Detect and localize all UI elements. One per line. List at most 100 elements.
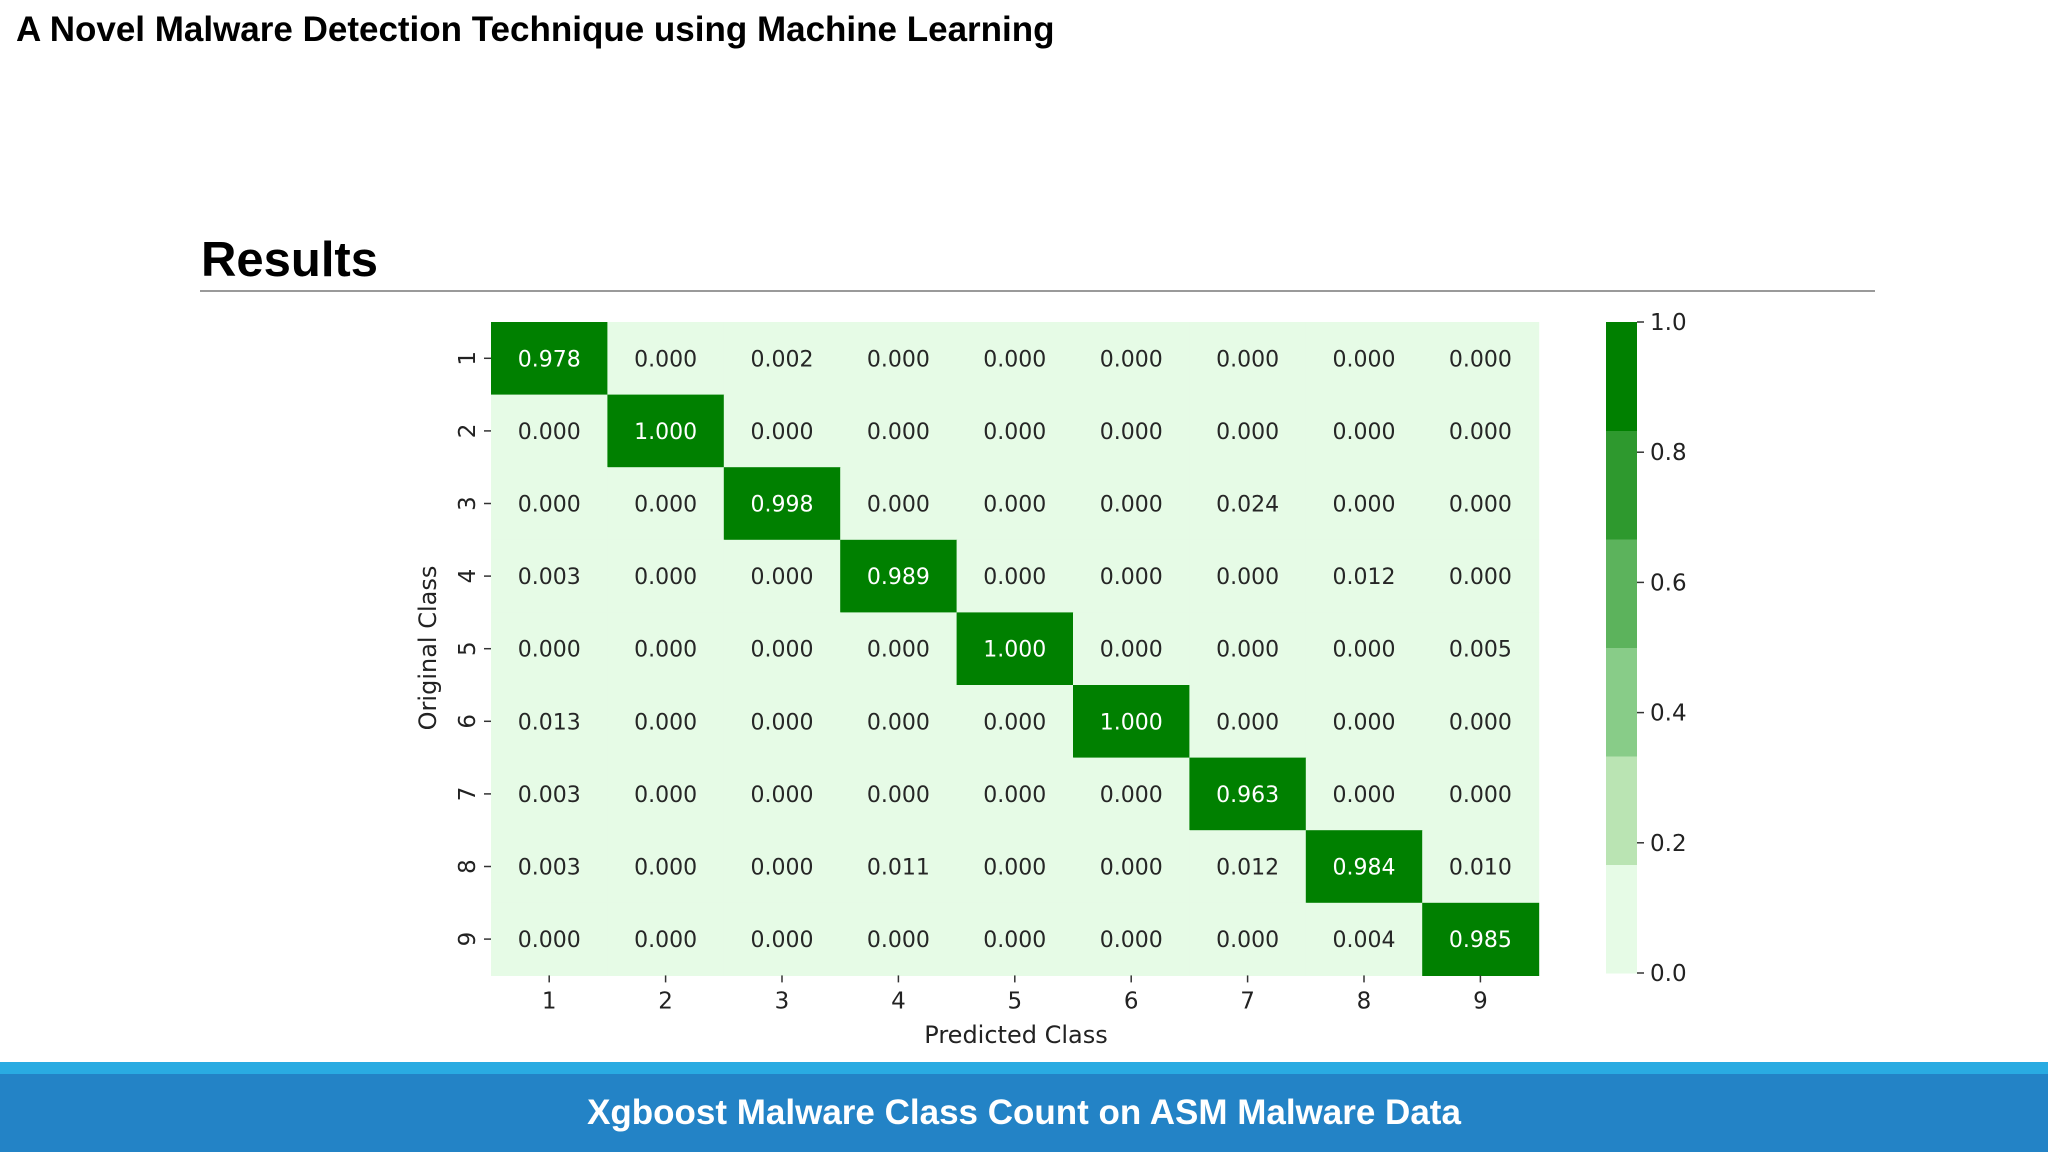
heatmap-cell [1305,902,1423,976]
cell-value-label: 0.012 [1216,856,1279,881]
cell-value-label: 0.000 [518,928,581,953]
heatmap-cell [491,830,608,904]
cell-value-label: 0.000 [751,638,814,663]
cell-value-label: 0.024 [1216,493,1279,518]
x-axis-ticks: 1 2 3 4 5 6 7 8 9 [542,975,1488,1014]
cell-value-label: 0.000 [634,928,697,953]
heatmap-cell [1073,467,1190,541]
x-axis-label: Predicted Class [924,1021,1107,1049]
cell-value-label: 1.000 [634,420,697,445]
heatmap-cell [491,685,608,759]
cell-value-label: 1.000 [983,638,1046,663]
cell-value-label: 0.000 [1449,783,1512,808]
cell-value-label: 0.000 [1449,347,1512,372]
heatmap-cell [1073,685,1190,759]
heatmap-cell [1189,757,1307,831]
colorbar-tick-label: 0.0 [1650,961,1687,987]
heatmap-cell [1422,685,1540,759]
y-tick-label: 2 [455,424,481,439]
colorbar-segment [1606,756,1637,865]
x-tick-label: 4 [891,988,906,1014]
cell-value-label: 0.000 [983,493,1046,518]
heatmap-cell [491,612,608,686]
cell-value-label: 0.985 [1449,928,1512,953]
cell-value-label: 0.000 [1100,347,1163,372]
heatmap-cell [956,757,1074,831]
heatmap-cell [491,394,608,468]
cell-value-label: 0.000 [867,710,930,735]
heatmap-cell [956,830,1074,904]
cell-value-label: 0.000 [1100,928,1163,953]
heatmap-cell [1422,902,1540,976]
cell-value-label: 0.000 [867,493,930,518]
heatmap-cell [723,902,841,976]
cell-value-label: 0.000 [634,493,697,518]
cell-value-label: 0.000 [1100,493,1163,518]
colorbar-segment [1606,539,1637,648]
cell-value-label: 0.000 [867,420,930,445]
cell-value-label: 0.000 [1333,420,1396,445]
colorbar-tick-label: 1.0 [1650,310,1687,336]
cell-value-label: 0.989 [867,565,930,590]
heatmap-cell [840,757,958,831]
heatmap-cell [491,539,608,613]
colorbar-tick-label: 0.4 [1650,701,1687,727]
heatmap-cell [1305,757,1423,831]
colorbar-tick-label: 0.8 [1650,440,1687,466]
deck-title: A Novel Malware Detection Technique usin… [16,10,1055,49]
cell-value-label: 0.000 [867,783,930,808]
heatmap-cell [607,830,725,904]
cell-value-label: 0.000 [1216,638,1279,663]
y-tick-label: 6 [455,714,481,729]
heatmap-cell [956,394,1074,468]
heatmap-cell [1189,902,1307,976]
confusion-matrix-heatmap: 0.978 0.000 0.002 0.000 0.000 0.000 0.000 0.000… [414,310,1687,1049]
heatmap-cell [1073,539,1190,613]
y-tick-label: 8 [455,859,481,874]
cell-value-label: 0.000 [1216,928,1279,953]
cell-value-label: 0.000 [983,928,1046,953]
section-heading: Results [201,233,379,287]
heatmap-cell [723,685,841,759]
heatmap-cell [723,612,841,686]
heatmap-cell [723,757,841,831]
heatmap-cell [491,902,608,976]
heatmap-cell [1189,830,1307,904]
colorbar-segment [1606,864,1637,974]
cell-value-label: 0.000 [518,420,581,445]
heatmap-cell [1305,394,1423,468]
cell-value-label: 0.000 [1333,347,1396,372]
heatmap-cell [956,612,1074,686]
heatmap-cell [1073,830,1190,904]
footer-caption: Xgboost Malware Class Count on ASM Malwa… [587,1093,1461,1132]
cell-value-label: 0.013 [518,710,581,735]
heading-divider [200,290,1875,292]
cell-value-label: 0.010 [1449,856,1512,881]
heatmap-cell [607,757,725,831]
heatmap-cell [607,467,725,541]
cell-value-label: 0.000 [751,856,814,881]
heatmap-cell [1189,322,1307,396]
heatmap-cell [1422,757,1540,831]
cell-value-label: 0.004 [1333,928,1396,953]
heatmap-cell [1422,394,1540,468]
cell-value-label: 0.000 [1449,420,1512,445]
heatmap-cell [840,830,958,904]
cell-value-label: 0.000 [983,783,1046,808]
cell-value-label: 0.012 [1333,565,1396,590]
heatmap-cell [1422,539,1540,613]
cell-value-label: 0.000 [634,783,697,808]
heatmap-cell [1189,394,1307,468]
cell-value-label: 0.000 [751,420,814,445]
heatmap-cell [607,394,725,468]
colorbar-tick-label: 0.6 [1650,570,1687,596]
heatmap-cell [1073,394,1190,468]
footer-band: Xgboost Malware Class Count on ASM Malwa… [0,1074,2048,1152]
cell-value-label: 0.005 [1449,638,1512,663]
y-tick-label: 3 [455,496,481,511]
heatmap-cell [956,467,1074,541]
cell-value-label: 0.000 [1449,493,1512,518]
cell-value-label: 0.003 [518,565,581,590]
cell-value-label: 0.000 [634,638,697,663]
x-tick-label: 6 [1124,988,1139,1014]
